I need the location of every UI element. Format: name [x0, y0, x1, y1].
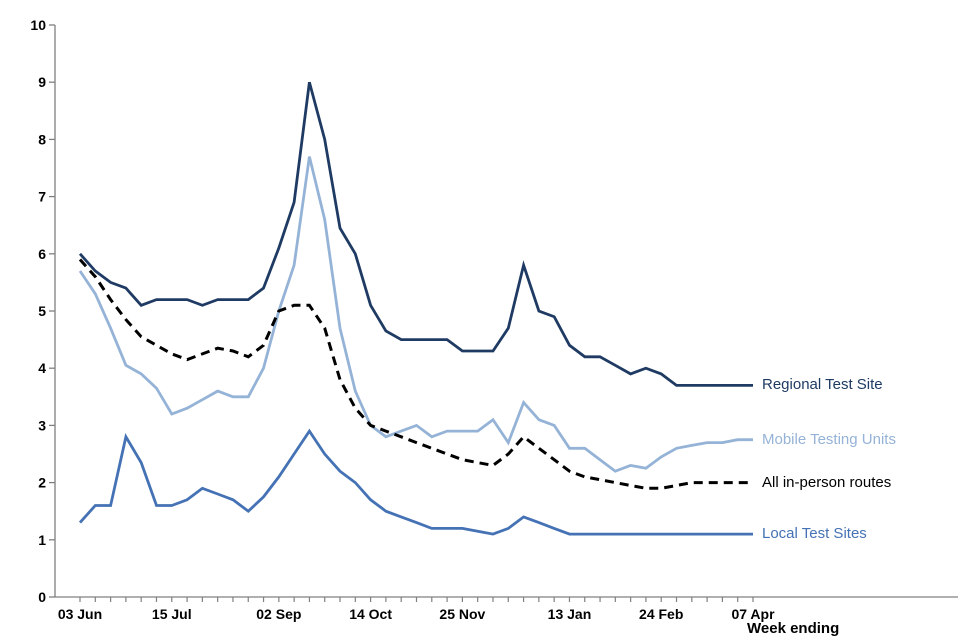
y-tick-label: 9: [38, 74, 46, 90]
series-label-all-in-person-routes: All in-person routes: [762, 473, 892, 491]
y-tick-label: 5: [38, 303, 46, 319]
y-tick-label: 7: [38, 189, 46, 205]
x-tick-label: 25 Nov: [439, 606, 485, 622]
series-line: [78, 81, 753, 387]
x-tick-label: 14 Oct: [349, 606, 392, 622]
series-line: [78, 156, 753, 473]
y-tick-label: 2: [38, 475, 46, 491]
y-tick-label: 0: [38, 589, 46, 605]
series-label-local-test-sites: Local Test Sites: [762, 525, 867, 543]
x-tick-label: 03 Jun: [58, 606, 102, 622]
x-tick-label: 15 Jul: [152, 606, 192, 622]
x-tick-label: 24 Feb: [639, 606, 683, 622]
y-tick-label: 3: [38, 417, 46, 433]
y-tick-label: 4: [38, 360, 46, 376]
y-tick-label: 1: [38, 532, 46, 548]
y-tick-label: 6: [38, 246, 46, 262]
x-axis-title: Week ending: [747, 620, 840, 637]
x-tick-label: 13 Jan: [548, 606, 592, 622]
x-tick-label: 07 Apr: [731, 606, 775, 622]
series-line: [78, 428, 753, 536]
series-label-regional-test-site: Regional Test Site: [762, 376, 883, 394]
series-label-mobile-testing-units: Mobile Testing Units: [762, 430, 896, 448]
y-tick-label: 8: [38, 131, 46, 147]
x-tick-label: 02 Sep: [256, 606, 301, 622]
series-line: [78, 258, 753, 490]
y-tick-label: 10: [30, 17, 46, 33]
